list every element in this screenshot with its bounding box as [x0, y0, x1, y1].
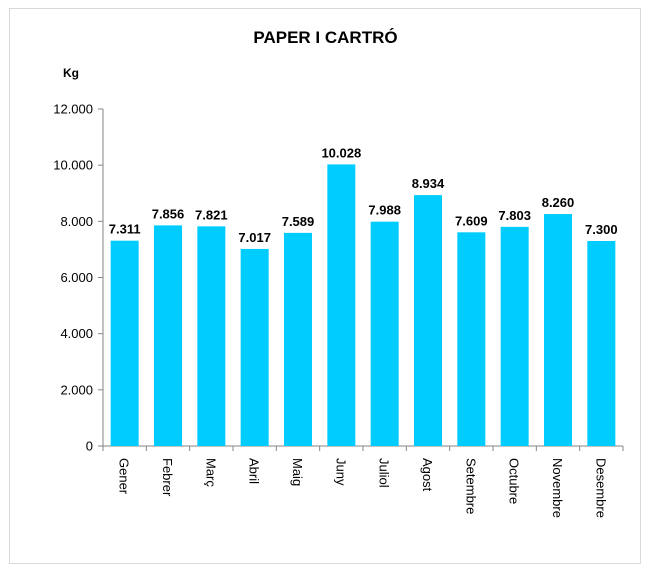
category-label: Juliol — [377, 458, 392, 488]
y-axis-unit-label: Kg — [63, 66, 79, 80]
bar-desembre — [587, 240, 616, 446]
category-label: Gener — [117, 458, 132, 495]
data-label: 7.821 — [195, 207, 228, 222]
bar-juliol — [370, 221, 399, 446]
bar-abril — [240, 248, 269, 446]
y-tick-label: 8.000 — [60, 214, 93, 229]
y-tick-label: 12.000 — [53, 102, 93, 117]
data-label: 8.934 — [412, 176, 445, 191]
category-label: Agost — [420, 458, 435, 492]
data-label: 7.311 — [109, 222, 141, 237]
category-label: Desembre — [593, 458, 608, 518]
category-label: Novembre — [550, 458, 565, 518]
category-label: Febrer — [160, 458, 175, 497]
data-label: 7.856 — [152, 206, 185, 221]
bar-juny — [327, 164, 356, 446]
data-label: 7.017 — [238, 230, 271, 245]
category-label: Abril — [247, 458, 262, 484]
category-label: Octubre — [507, 458, 522, 504]
bar-gener — [110, 240, 139, 446]
bar-març — [197, 226, 226, 446]
chart-title: PAPER I CARTRÓ — [253, 28, 398, 47]
data-label: 7.988 — [368, 203, 401, 218]
y-tick-label: 6.000 — [60, 270, 93, 285]
data-label: 8.260 — [542, 195, 575, 210]
data-label: 7.803 — [498, 208, 531, 223]
category-label: Març — [203, 458, 218, 487]
y-tick-label: 10.000 — [53, 158, 93, 173]
bar-novembre — [544, 214, 572, 446]
category-label: Juny — [333, 458, 348, 486]
data-label: 7.300 — [585, 222, 618, 237]
y-tick-label: 0 — [86, 439, 93, 454]
category-label: Maig — [290, 458, 305, 486]
y-tick-label: 4.000 — [60, 326, 93, 341]
bar-octubre — [500, 226, 529, 446]
bar-agost — [414, 195, 442, 446]
data-label: 7.609 — [455, 213, 488, 228]
bar-maig — [284, 232, 312, 446]
data-label: 7.589 — [282, 214, 315, 229]
category-label: Setembre — [463, 458, 478, 514]
data-label: 10.028 — [321, 145, 361, 160]
bar-setembre — [457, 232, 486, 446]
bar-febrer — [154, 225, 182, 446]
y-tick-label: 2.000 — [60, 382, 93, 397]
